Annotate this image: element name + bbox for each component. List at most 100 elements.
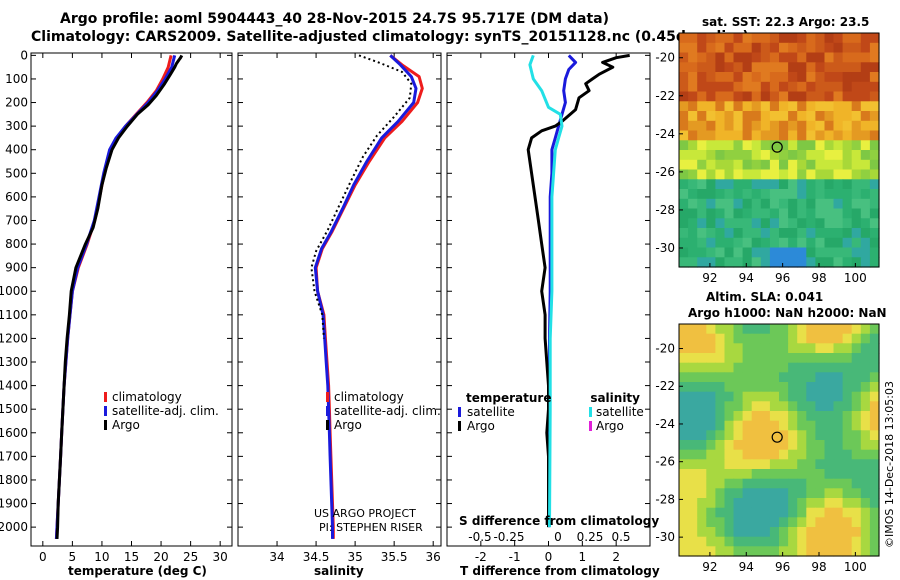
map-cell [851, 228, 862, 239]
map-cell [697, 362, 707, 373]
map-cell [806, 411, 816, 422]
map-cell [760, 159, 771, 171]
map-cell [751, 247, 762, 258]
map-cell [815, 159, 826, 171]
map-cell [815, 91, 826, 102]
map-cell [860, 42, 871, 54]
map-cell [833, 469, 844, 480]
map-cell [751, 33, 762, 44]
map-cell [679, 459, 689, 470]
depth-tick-label: 100 [5, 72, 28, 86]
map-cell [851, 430, 862, 441]
map-cell [788, 111, 798, 122]
map-cell [760, 507, 771, 518]
map-cell [724, 353, 735, 364]
map-cell [733, 324, 744, 335]
map-cell [751, 527, 762, 538]
map-cell [706, 111, 716, 122]
map-cell [688, 130, 698, 141]
map-cell [860, 218, 871, 229]
map-cell [742, 179, 753, 190]
map-cell [851, 218, 862, 229]
map-cell [842, 33, 853, 44]
map-cell [815, 372, 826, 383]
map-cell [769, 449, 780, 460]
map-cell [788, 257, 798, 268]
map-cell [806, 546, 816, 557]
map-cell [851, 130, 862, 141]
map-cell [842, 440, 853, 451]
map-cell [815, 536, 826, 547]
legend-swatch [104, 406, 107, 416]
map-cell [697, 120, 707, 132]
map-cell [788, 237, 798, 249]
map-cell [733, 42, 744, 54]
float-position-marker [771, 141, 783, 153]
map-cell [760, 120, 771, 132]
map-cell [788, 101, 798, 112]
map-cell [742, 430, 753, 441]
map-cell [797, 488, 807, 499]
map-cell [788, 218, 798, 229]
map-cell [824, 382, 835, 393]
map-cell [751, 91, 762, 102]
map-cell [742, 498, 753, 509]
map-cell [724, 120, 735, 132]
map-cell [779, 440, 789, 451]
map-cell [788, 353, 798, 364]
map-cell [751, 372, 762, 383]
map-cell [869, 517, 880, 528]
map-cell [724, 507, 735, 518]
map-cell [769, 140, 780, 151]
map-cell [751, 111, 762, 122]
map-cell [733, 257, 744, 268]
map-cell [824, 159, 835, 171]
map-x-tick-label: 92 [702, 271, 717, 285]
map-cell [697, 546, 707, 557]
map-cell [679, 420, 689, 431]
depth-tick-label: 800 [5, 237, 28, 251]
map-cell [788, 72, 798, 83]
map-cell [769, 517, 780, 528]
map-cell [715, 430, 726, 441]
map-cell [697, 91, 707, 102]
map-cell [806, 449, 816, 460]
map-cell [779, 257, 789, 268]
map-cell [688, 179, 698, 190]
map-cell [706, 324, 716, 335]
map-cell [851, 111, 862, 122]
map-cell [842, 198, 853, 210]
map-cell [860, 159, 871, 171]
map-cell [760, 111, 771, 122]
map-cell [688, 237, 698, 249]
map-cell [679, 218, 689, 229]
map-cell [851, 140, 862, 151]
map-cell [815, 208, 826, 219]
map-cell [824, 198, 835, 210]
map-cell [815, 343, 826, 354]
map-cell [788, 420, 798, 431]
plot-frame-0 [30, 52, 233, 547]
map-cell [751, 411, 762, 422]
map-cell [760, 257, 771, 268]
map-cell [815, 488, 826, 499]
map-cell [824, 343, 835, 354]
map-cell [706, 401, 716, 412]
map-cell [779, 140, 789, 151]
map-cell [815, 257, 826, 268]
map-cell [760, 478, 771, 489]
map-cell [797, 498, 807, 509]
map-cell [733, 517, 744, 528]
map-field-0 [679, 33, 880, 268]
map-cell [679, 150, 689, 161]
map-cell [688, 343, 698, 354]
map-cell [815, 507, 826, 518]
map-cell [779, 391, 789, 402]
map-cell [751, 81, 762, 93]
map-cell [688, 150, 698, 161]
map-cell [824, 420, 835, 431]
temperature-axis-label: temperature (deg C) [68, 564, 207, 578]
map-cell [760, 449, 771, 460]
map-cell [769, 150, 780, 161]
map-cell [688, 140, 698, 151]
